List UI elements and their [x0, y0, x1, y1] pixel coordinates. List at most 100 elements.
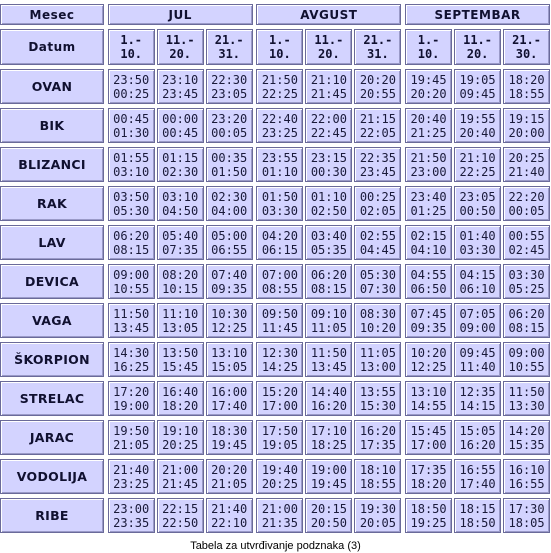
decade-header-cell: 11.- 20. — [454, 29, 502, 65]
time-end: 20:55 — [359, 86, 396, 101]
time-range-cell: 22:30 23:05 — [205, 69, 253, 104]
time-range-cell: 03:40 05:35 — [305, 225, 353, 260]
time-end: 16:20 — [459, 437, 496, 452]
time-start: 16:40 — [162, 384, 199, 399]
time-range-cell: 06:20 08:15 — [107, 225, 155, 260]
time-range-cell: 19:40 20:25 — [256, 459, 304, 494]
time-start: 01:55 — [113, 150, 150, 165]
zodiac-sign-label: OVAN — [31, 79, 73, 94]
decade-start: 11.- — [314, 33, 344, 47]
time-start: 13:50 — [162, 345, 199, 360]
time-range-cell: 16:00 17:40 — [205, 381, 253, 416]
time-range-cell: 05:30 07:30 — [354, 264, 402, 299]
time-start: 01:10 — [310, 189, 347, 204]
month-header-septembar: SEPTEMBAR — [405, 4, 551, 25]
time-start: 23:20 — [211, 111, 248, 126]
time-end: 20:25 — [261, 476, 298, 491]
time-end: 10:55 — [508, 359, 545, 374]
time-range-cell: 19:50 21:05 — [107, 420, 155, 455]
time-range-cell: 09:00 10:55 — [503, 342, 551, 377]
time-range-cell: 17:20 19:00 — [107, 381, 155, 416]
time-end: 21:25 — [410, 125, 447, 140]
time-end: 02:05 — [359, 203, 396, 218]
sign-cell-2: BLIZANCI — [0, 147, 104, 182]
time-range-cell: 14:40 16:20 — [305, 381, 353, 416]
time-start: 00:35 — [211, 150, 248, 165]
time-start: 18:20 — [508, 72, 545, 87]
sign-cell-11: RIBE — [0, 498, 104, 533]
time-range-cell: 00:00 00:45 — [156, 108, 204, 143]
zodiac-sign-label: VAGA — [32, 313, 72, 328]
time-range-cell: 17:10 18:25 — [305, 420, 353, 455]
time-range-cell: 17:35 18:20 — [405, 459, 453, 494]
time-end: 17:40 — [459, 476, 496, 491]
decade-end: 30. — [515, 47, 538, 61]
time-range-cell: 16:40 18:20 — [156, 381, 204, 416]
time-range-cell: 19:15 20:00 — [503, 108, 551, 143]
time-end: 23:35 — [113, 515, 150, 530]
time-end: 18:25 — [310, 437, 347, 452]
time-end: 09:35 — [211, 281, 248, 296]
time-start: 21:10 — [459, 150, 496, 165]
time-end: 21:45 — [310, 86, 347, 101]
time-end: 21:05 — [113, 437, 150, 452]
time-range-cell: 18:50 19:25 — [405, 498, 453, 533]
time-range-cell: 09:10 11:05 — [305, 303, 353, 338]
sign-cell-4: LAV — [0, 225, 104, 260]
time-start: 17:35 — [410, 462, 447, 477]
time-start: 00:25 — [359, 189, 396, 204]
time-end: 21:05 — [211, 476, 248, 491]
zodiac-sign-label: ŠKORPION — [14, 352, 90, 367]
time-start: 22:30 — [211, 72, 248, 87]
time-range-cell: 23:15 00:30 — [305, 147, 353, 182]
time-range-cell: 04:55 06:50 — [405, 264, 453, 299]
time-end: 17:00 — [261, 398, 298, 413]
time-end: 05:35 — [310, 242, 347, 257]
month-label: SEPTEMBAR — [434, 7, 521, 22]
time-end: 04:00 — [211, 203, 248, 218]
time-start: 23:50 — [113, 72, 150, 87]
time-range-cell: 03:50 05:30 — [107, 186, 155, 221]
time-end: 04:45 — [359, 242, 396, 257]
time-end: 15:35 — [508, 437, 545, 452]
month-label: JUL — [168, 7, 192, 22]
time-start: 09:00 — [508, 345, 545, 360]
time-start: 16:00 — [211, 384, 248, 399]
sign-cell-9: JARAC — [0, 420, 104, 455]
time-end: 23:45 — [162, 86, 199, 101]
time-end: 16:20 — [310, 398, 347, 413]
time-range-cell: 11:50 13:30 — [503, 381, 551, 416]
time-end: 09:35 — [410, 320, 447, 335]
time-range-cell: 07:00 08:55 — [256, 264, 304, 299]
time-start: 05:40 — [162, 228, 199, 243]
time-start: 20:20 — [359, 72, 396, 87]
time-range-cell: 18:15 18:50 — [454, 498, 502, 533]
sign-cell-5: DEVICA — [0, 264, 104, 299]
time-end: 18:55 — [508, 86, 545, 101]
time-range-cell: 13:50 15:45 — [156, 342, 204, 377]
decade-start: 11.- — [463, 33, 493, 47]
time-range-cell: 23:50 00:25 — [107, 69, 155, 104]
decade-end: 20. — [466, 47, 489, 61]
time-range-cell: 02:55 04:45 — [354, 225, 402, 260]
time-range-cell: 00:35 01:50 — [205, 147, 253, 182]
sign-cell-6: VAGA — [0, 303, 104, 338]
time-start: 02:30 — [211, 189, 248, 204]
time-end: 13:30 — [508, 398, 545, 413]
time-start: 23:00 — [113, 501, 150, 516]
time-range-cell: 23:55 01:10 — [256, 147, 304, 182]
time-start: 18:50 — [410, 501, 447, 516]
time-range-cell: 19:00 19:45 — [305, 459, 353, 494]
time-range-cell: 15:05 16:20 — [454, 420, 502, 455]
time-range-cell: 19:30 20:05 — [354, 498, 402, 533]
time-range-cell: 22:00 22:45 — [305, 108, 353, 143]
decade-end: 20. — [169, 47, 192, 61]
time-start: 16:55 — [459, 462, 496, 477]
time-start: 01:15 — [162, 150, 199, 165]
time-end: 08:15 — [113, 242, 150, 257]
time-range-cell: 10:20 12:25 — [405, 342, 453, 377]
time-range-cell: 08:20 10:15 — [156, 264, 204, 299]
time-end: 19:00 — [113, 398, 150, 413]
time-end: 01:25 — [410, 203, 447, 218]
decade-start: 1.- — [269, 33, 291, 47]
